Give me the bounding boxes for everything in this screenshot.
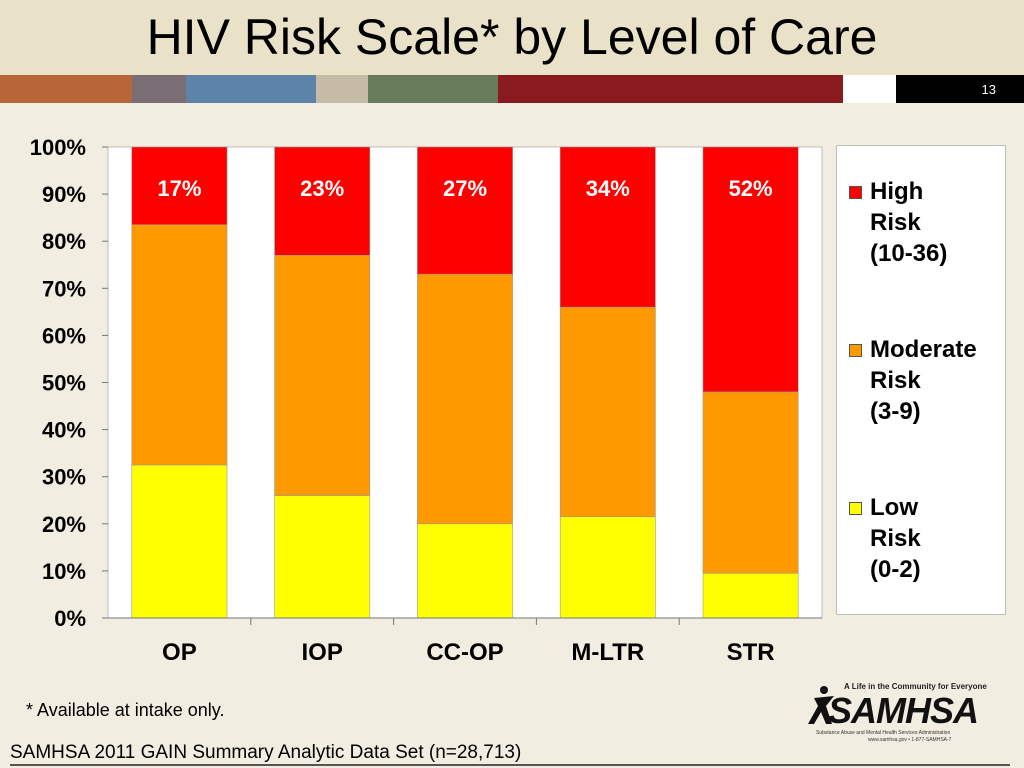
legend-label: Moderate Risk (3-9) [870,336,977,425]
x-tick-label: IOP [302,639,343,666]
y-tick-label: 60% [42,323,86,348]
bar-segment [131,464,228,619]
legend-label: Low Risk (0-2) [870,494,921,583]
x-tick-label: CC-OP [426,639,503,666]
bar-segment [274,146,371,256]
bar-segment [702,391,799,574]
legend-item: Moderate Risk (3-9) [849,334,1010,427]
logo-tagline: A Life in the Community for Everyone [844,682,987,691]
x-tick-label: STR [727,639,775,666]
legend-item: Low Risk (0-2) [849,492,1010,585]
logo-url: www.samhsa.gov • 1-877-SAMHSA-7 [868,737,952,743]
legend-item: High Risk (10-36) [849,176,1010,269]
bottom-divider [10,764,1010,766]
bar-segment [131,146,228,226]
y-tick-label: 0% [54,606,86,631]
legend-swatch [849,344,862,357]
bars-group: 17% 23% 27% 34% 52% [131,146,799,619]
x-axis: OP IOP CC-OP M-LTR STR [108,617,822,666]
data-label: 52% [729,176,773,201]
band-segment-maroon [498,75,843,103]
bar-segment [417,146,513,275]
band-segment-beige [316,75,368,103]
y-tick-label: 50% [42,371,86,396]
chart-legend: High Risk (10-36) Moderate Risk (3-9) Low … [836,145,1006,615]
y-tick-label: 30% [42,465,86,490]
x-tick-label: M-LTR [571,639,644,666]
bar-segment [274,255,371,496]
bar-segment [702,572,799,619]
slide-title: HIV Risk Scale* by Level of Care [146,9,878,65]
bar-segment [559,146,656,308]
legend-label: High Risk (10-36) [870,178,948,267]
bar-segment [559,516,656,619]
samhsa-figure-icon [808,686,834,724]
y-tick-label: 90% [42,182,86,207]
band-segment-rust [0,75,132,103]
band-segment-white [843,75,896,103]
logo-subtitle: Substance Abuse and Mental Health Servic… [816,730,951,736]
stacked-bar-chart: 0% 10% 20% 30% 40% 50% 60% 70% 80% 90% 100% 17% 23%… [30,135,823,666]
decorative-color-band [0,75,1024,103]
y-tick-label: 100% [30,135,86,160]
logo-wordmark: SAMHSA [828,690,979,731]
bar-segment [559,306,656,518]
y-tick-label: 80% [42,229,86,254]
footnote: * Available at intake only. [26,700,225,720]
band-segment-blue [186,75,316,103]
y-tick-label: 20% [42,512,86,537]
bar-segment [417,273,513,525]
samhsa-logo: A Life in the Community for Everyone SAM… [808,680,987,744]
bar-segment [417,523,513,619]
band-segment-green [368,75,498,103]
legend-swatch [849,502,862,515]
data-label: 23% [300,176,344,201]
title-band [0,0,1024,75]
slide-number: 13 [896,75,1024,103]
data-label: 34% [586,176,630,201]
data-label: 27% [443,176,487,201]
band-segment-mauve [132,75,186,103]
bar-segment [131,224,228,466]
data-source: SAMHSA 2011 GAIN Summary Analytic Data S… [10,742,522,763]
legend-swatch [849,186,862,199]
bar-segment [274,495,371,619]
x-tick-label: OP [162,639,197,666]
chart-area: 0% 10% 20% 30% 40% 50% 60% 70% 80% 90% 100% 17% 23%… [0,103,1024,683]
y-tick-label: 70% [42,276,86,301]
data-label: 17% [157,176,201,201]
bar-segment [702,146,799,393]
y-axis: 0% 10% 20% 30% 40% 50% 60% 70% 80% 90% 100% [30,135,108,631]
y-tick-label: 10% [42,559,86,584]
y-tick-label: 40% [42,418,86,443]
